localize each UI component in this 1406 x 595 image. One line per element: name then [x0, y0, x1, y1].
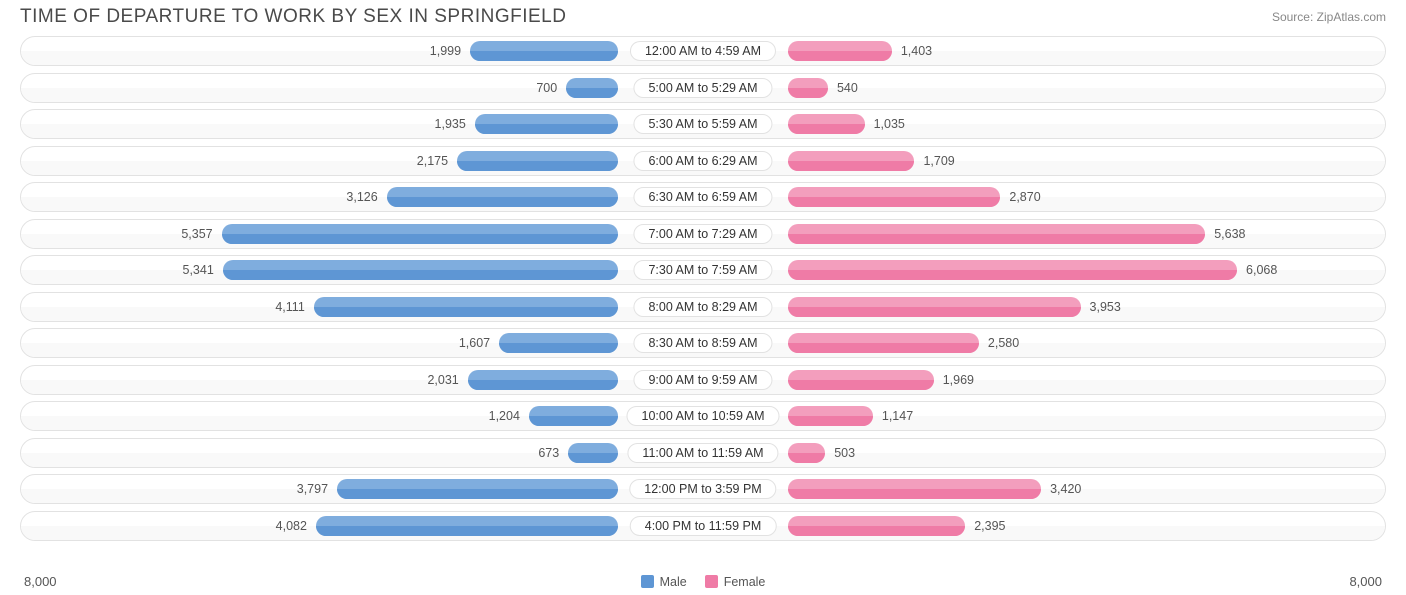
bar-male [468, 370, 618, 390]
bar-male [470, 41, 618, 61]
row-label: 5:30 AM to 5:59 AM [633, 114, 772, 134]
value-female: 3,420 [1050, 482, 1081, 496]
bar-female [788, 151, 914, 171]
row-label: 7:00 AM to 7:29 AM [633, 224, 772, 244]
value-male: 2,175 [417, 154, 448, 168]
row-label: 8:30 AM to 8:59 AM [633, 333, 772, 353]
value-male: 5,341 [183, 263, 214, 277]
value-female: 3,953 [1090, 300, 1121, 314]
bar-female [788, 443, 825, 463]
value-female: 2,395 [974, 519, 1005, 533]
value-male: 3,126 [346, 190, 377, 204]
value-female: 2,870 [1009, 190, 1040, 204]
bar-female [788, 114, 865, 134]
bar-male [499, 333, 618, 353]
row-label: 9:00 AM to 9:59 AM [633, 370, 772, 390]
value-male: 4,082 [276, 519, 307, 533]
bar-female [788, 78, 828, 98]
chart-row: 673 503 11:00 AM to 11:59 AM [20, 438, 1386, 468]
bar-female [788, 297, 1081, 317]
row-label: 11:00 AM to 11:59 AM [627, 443, 778, 463]
chart-row: 5,341 6,068 7:30 AM to 7:59 AM [20, 255, 1386, 285]
row-label: 12:00 AM to 4:59 AM [630, 41, 776, 61]
value-male: 673 [538, 446, 559, 460]
value-female: 1,035 [874, 117, 905, 131]
value-female: 5,638 [1214, 227, 1245, 241]
legend-swatch-male [641, 575, 654, 588]
row-label: 8:00 AM to 8:29 AM [633, 297, 772, 317]
chart-row: 2,175 1,709 6:00 AM to 6:29 AM [20, 146, 1386, 176]
row-label: 6:30 AM to 6:59 AM [633, 187, 772, 207]
chart-row: 3,797 3,420 12:00 PM to 3:59 PM [20, 474, 1386, 504]
legend-male: Male [641, 575, 687, 589]
bar-female [788, 406, 873, 426]
diverging-bar-chart: 1,999 1,403 12:00 AM to 4:59 AM 700 540 5:00 … [0, 32, 1406, 541]
chart-row: 2,031 1,969 9:00 AM to 9:59 AM [20, 365, 1386, 395]
legend-male-label: Male [660, 575, 687, 589]
value-female: 2,580 [988, 336, 1019, 350]
value-male: 3,797 [297, 482, 328, 496]
bar-male [223, 260, 618, 280]
value-male: 1,935 [435, 117, 466, 131]
chart-row: 5,357 5,638 7:00 AM to 7:29 AM [20, 219, 1386, 249]
value-female: 503 [834, 446, 855, 460]
chart-row: 1,607 2,580 8:30 AM to 8:59 AM [20, 328, 1386, 358]
chart-row: 1,935 1,035 5:30 AM to 5:59 AM [20, 109, 1386, 139]
chart-row: 3,126 2,870 6:30 AM to 6:59 AM [20, 182, 1386, 212]
bar-male [566, 78, 618, 98]
value-female: 1,709 [923, 154, 954, 168]
legend-swatch-female [705, 575, 718, 588]
value-female: 6,068 [1246, 263, 1277, 277]
value-male: 1,204 [489, 409, 520, 423]
bar-female [788, 260, 1237, 280]
bar-male [337, 479, 618, 499]
bar-male [222, 224, 618, 244]
bar-female [788, 224, 1205, 244]
value-male: 4,111 [275, 300, 304, 314]
chart-row: 1,204 1,147 10:00 AM to 10:59 AM [20, 401, 1386, 431]
legend-female: Female [705, 575, 766, 589]
bar-female [788, 479, 1041, 499]
chart-title: TIME OF DEPARTURE TO WORK BY SEX IN SPRI… [20, 6, 566, 28]
row-label: 5:00 AM to 5:29 AM [633, 78, 772, 98]
chart-row: 4,082 2,395 4:00 PM to 11:59 PM [20, 511, 1386, 541]
axis-right-max: 8,000 [1349, 574, 1382, 589]
row-label: 6:00 AM to 6:29 AM [633, 151, 772, 171]
row-label: 7:30 AM to 7:59 AM [633, 260, 772, 280]
bar-male [529, 406, 618, 426]
row-label: 10:00 AM to 10:59 AM [627, 406, 780, 426]
header: TIME OF DEPARTURE TO WORK BY SEX IN SPRI… [0, 0, 1406, 32]
bar-male [475, 114, 618, 134]
bar-male [314, 297, 618, 317]
legend-female-label: Female [724, 575, 766, 589]
bar-male [568, 443, 618, 463]
chart-row: 700 540 5:00 AM to 5:29 AM [20, 73, 1386, 103]
bar-female [788, 187, 1000, 207]
value-male: 2,031 [427, 373, 458, 387]
value-male: 700 [536, 81, 557, 95]
row-label: 4:00 PM to 11:59 PM [630, 516, 777, 536]
bar-female [788, 516, 965, 536]
value-female: 1,969 [943, 373, 974, 387]
value-female: 1,403 [901, 44, 932, 58]
bar-female [788, 333, 979, 353]
row-label: 12:00 PM to 3:59 PM [629, 479, 776, 499]
source-label: Source: ZipAtlas.com [1272, 10, 1386, 24]
value-female: 1,147 [882, 409, 913, 423]
bar-female [788, 370, 934, 390]
axis-left-max: 8,000 [24, 574, 57, 589]
value-male: 5,357 [181, 227, 212, 241]
value-female: 540 [837, 81, 858, 95]
value-male: 1,607 [459, 336, 490, 350]
legend: Male Female [641, 575, 766, 589]
bar-male [387, 187, 618, 207]
value-male: 1,999 [430, 44, 461, 58]
chart-footer: 8,000 Male Female 8,000 [0, 574, 1406, 595]
bar-male [457, 151, 618, 171]
chart-row: 4,111 3,953 8:00 AM to 8:29 AM [20, 292, 1386, 322]
chart-row: 1,999 1,403 12:00 AM to 4:59 AM [20, 36, 1386, 66]
bar-male [316, 516, 618, 536]
bar-female [788, 41, 892, 61]
